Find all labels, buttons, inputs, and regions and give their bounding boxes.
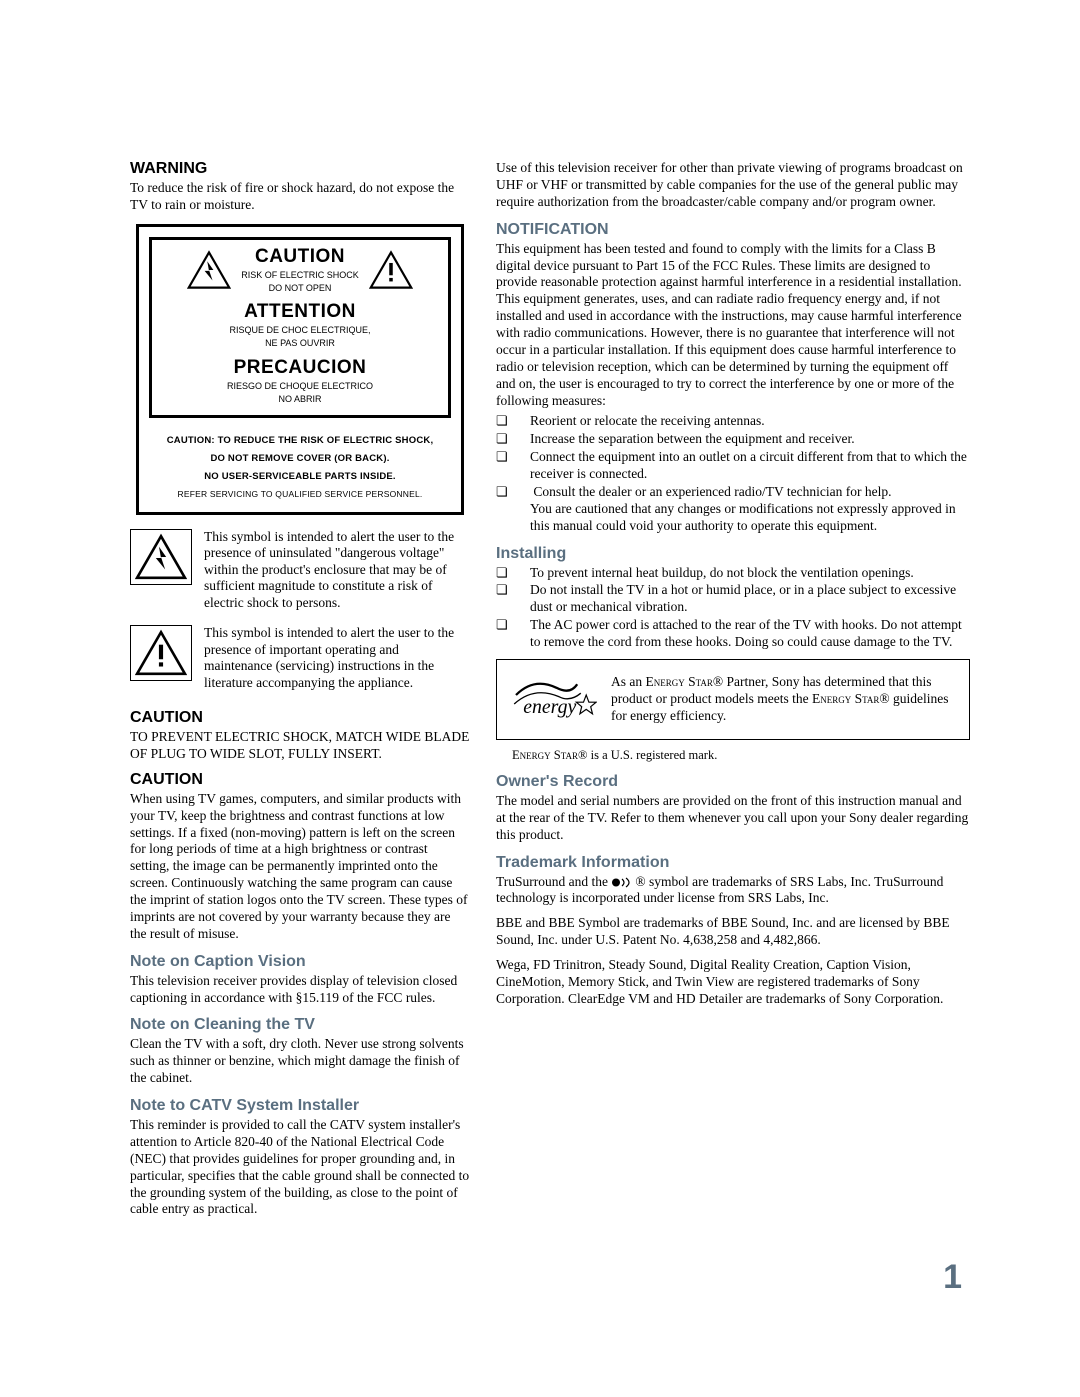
owner-heading: Owner's Record (496, 773, 970, 791)
list-item: Consult the dealer or an experienced rad… (496, 484, 970, 535)
caption-body: This television receiver provides displa… (130, 973, 470, 1007)
installing-list: To prevent internal heat buildup, do not… (496, 565, 970, 651)
caution-box-outer: CAUTION RISK OF ELECTRIC SHOCK DO NOT OP… (136, 224, 464, 515)
energy-text: As an Energy Star® Partner, Sony has det… (611, 674, 959, 725)
page-number: 1 (943, 1258, 962, 1297)
list-item: Connect the equipment into an outlet on … (496, 449, 970, 483)
owner-body: The model and serial numbers are provide… (496, 793, 970, 844)
symbol1-text: This symbol is intended to alert the use… (204, 529, 470, 611)
cleaning-body: Clean the TV with a soft, dry cloth. Nev… (130, 1036, 470, 1087)
precaucion-block: PRECAUCION RIESGO DE CHOQUE ELECTRICO NO… (160, 357, 440, 405)
energy-brand1: Energy Star (646, 674, 713, 689)
exclaim-icon (369, 250, 413, 290)
caution-line2: DO NOT REMOVE COVER (OR BACK). (149, 450, 451, 468)
list-item-text: Consult the dealer or an experienced rad… (533, 484, 891, 499)
attention-sub1: RISQUE DE CHOC ELECTRIQUE, (160, 325, 440, 336)
attention-sub2: NE PAS OUVRIR (160, 338, 440, 349)
intro-body: Use of this television receiver for othe… (496, 160, 970, 211)
precaucion-sub1: RIESGO DE CHOQUE ELECTRICO (160, 381, 440, 392)
energy-star-icon: energy (507, 668, 597, 731)
caution2-heading: CAUTION (130, 771, 470, 789)
installing-heading: Installing (496, 545, 970, 563)
symbol-row-2: This symbol is intended to alert the use… (130, 625, 470, 697)
caution-title: CAUTION (241, 246, 359, 268)
caution-box-inner: CAUTION RISK OF ELECTRIC SHOCK DO NOT OP… (149, 237, 451, 418)
notification-body: This equipment has been tested and found… (496, 241, 970, 410)
page-columns: WARNING To reduce the risk of fire or sh… (130, 160, 970, 1226)
list-item: To prevent internal heat buildup, do not… (496, 565, 970, 582)
caution-sub1: RISK OF ELECTRIC SHOCK (241, 270, 359, 281)
left-column: WARNING To reduce the risk of fire or sh… (130, 160, 470, 1226)
exclaim-frame-icon (130, 625, 192, 681)
energy-star-box: energy As an Energy Star® Partner, Sony … (496, 659, 970, 740)
trademark-p1a: TruSurround and the (496, 874, 611, 889)
warning-heading: WARNING (130, 160, 470, 178)
caution-line3: NO USER-SERVICEABLE PARTS INSIDE. (149, 468, 451, 486)
attention-block: ATTENTION RISQUE DE CHOC ELECTRIQUE, NE … (160, 301, 440, 349)
precaucion-sub2: NO ABRIR (160, 394, 440, 405)
trademark-p3: Wega, FD Trinitron, Steady Sound, Digita… (496, 957, 970, 1008)
caption-heading: Note on Caption Vision (130, 953, 470, 971)
notification-list: Reorient or relocate the receiving anten… (496, 413, 970, 534)
bolt-frame-icon (130, 529, 192, 585)
trademark-p2: BBE and BBE Symbol are trademarks of BBE… (496, 915, 970, 949)
caution-title-block: CAUTION RISK OF ELECTRIC SHOCK DO NOT OP… (241, 246, 359, 294)
catv-heading: Note to CATV System Installer (130, 1097, 470, 1115)
energy-note-prefix: Energy Star (512, 748, 578, 762)
svg-text:energy: energy (523, 696, 576, 718)
symbol2-text: This symbol is intended to alert the use… (204, 625, 470, 691)
right-column: Use of this television receiver for othe… (496, 160, 970, 1226)
caution-line4: REFER SERVICING TO QUALIFIED SERVICE PER… (149, 486, 451, 502)
caution2-body: When using TV games, computers, and simi… (130, 791, 470, 943)
srs-symbol-icon (611, 877, 635, 888)
catv-body: This reminder is provided to call the CA… (130, 1117, 470, 1218)
symbol-row-1: This symbol is intended to alert the use… (130, 529, 470, 617)
attention-title: ATTENTION (160, 301, 440, 323)
trademark-heading: Trademark Information (496, 854, 970, 872)
notification-tail: You are cautioned that any changes or mo… (530, 501, 970, 535)
energy-brand2: Energy Star (812, 691, 879, 706)
list-item: The AC power cord is attached to the rea… (496, 617, 970, 651)
energy-note: Energy Star® is a U.S. registered mark. (512, 748, 970, 763)
list-item: Reorient or relocate the receiving anten… (496, 413, 970, 430)
list-item: Increase the separation between the equi… (496, 431, 970, 448)
list-item: Do not install the TV in a hot or humid … (496, 582, 970, 616)
caution-sub2: DO NOT OPEN (241, 283, 359, 294)
warning-body: To reduce the risk of fire or shock haza… (130, 180, 470, 214)
caution-row: CAUTION RISK OF ELECTRIC SHOCK DO NOT OP… (160, 246, 440, 294)
precaucion-title: PRECAUCION (160, 357, 440, 379)
notification-heading: NOTIFICATION (496, 221, 970, 239)
bolt-icon (187, 250, 231, 290)
caution-lines: CAUTION: TO REDUCE THE RISK OF ELECTRIC … (149, 432, 451, 502)
trademark-p1: TruSurround and the ® symbol are tradema… (496, 874, 970, 908)
caution-line1: CAUTION: TO REDUCE THE RISK OF ELECTRIC … (149, 432, 451, 450)
energy-note-suffix: ® is a U.S. registered mark. (578, 748, 717, 762)
caution1-heading: CAUTION (130, 709, 470, 727)
caution1-body: TO PREVENT ELECTRIC SHOCK, MATCH WIDE BL… (130, 729, 470, 763)
energy-prefix: As an (611, 674, 646, 689)
cleaning-heading: Note on Cleaning the TV (130, 1016, 470, 1034)
